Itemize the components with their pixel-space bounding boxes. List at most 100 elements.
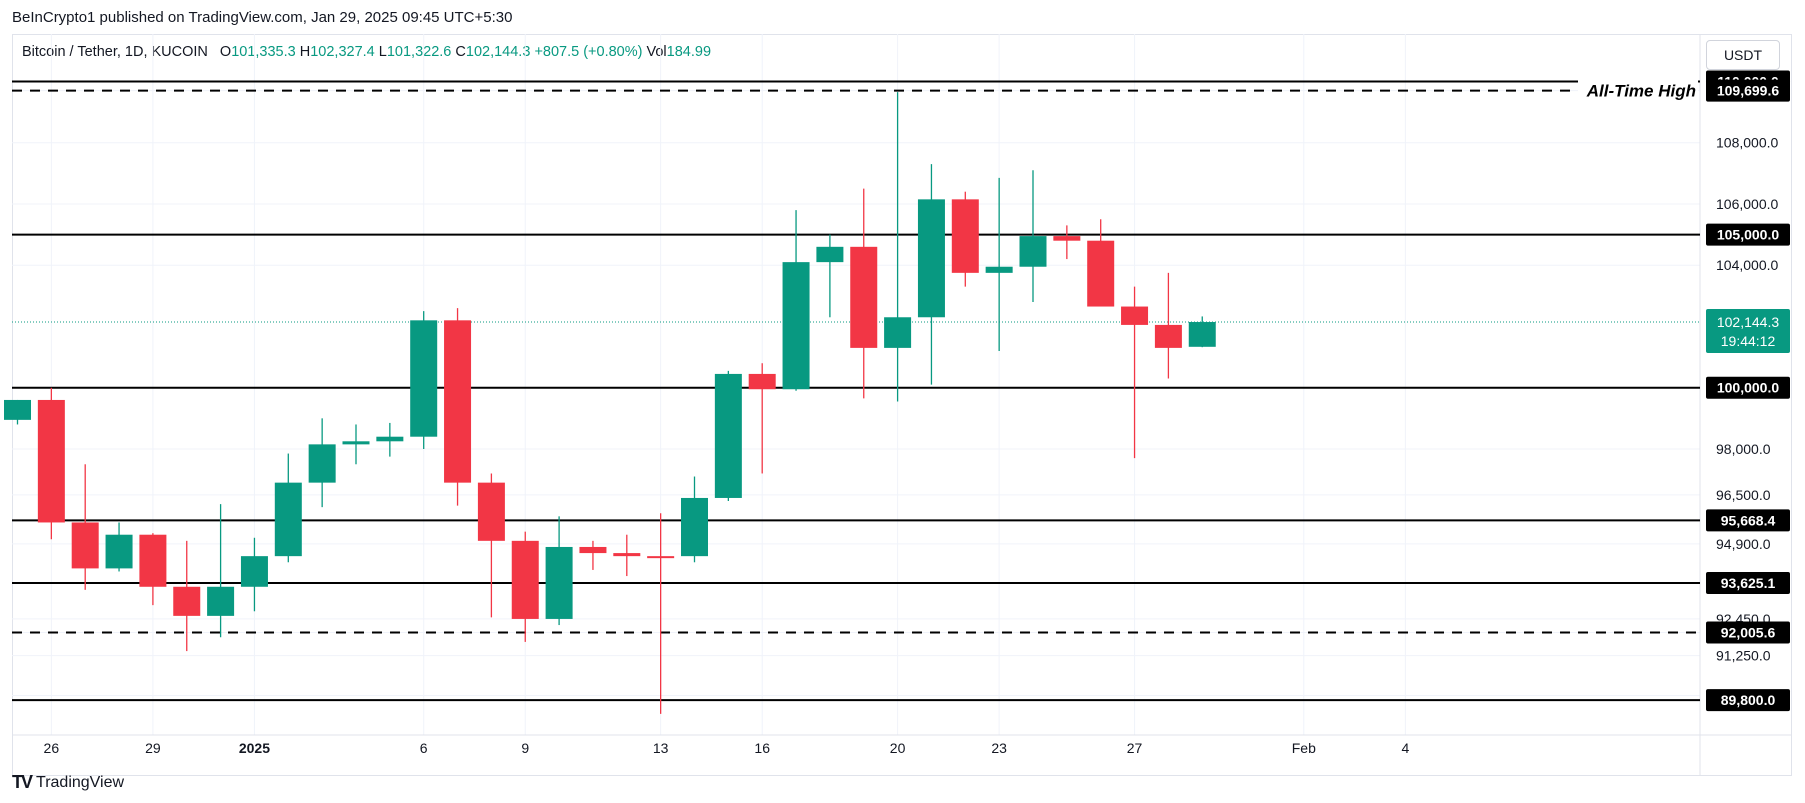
candle-body [139, 534, 167, 587]
candle-body [714, 373, 742, 498]
low-value: 101,322.6 [386, 44, 452, 60]
open-value: 101,335.3 [231, 44, 296, 60]
candle-body [884, 317, 912, 348]
countdown-label: 19:44:12 [1721, 333, 1776, 349]
candle [917, 164, 945, 385]
candle [613, 534, 641, 577]
candle-body [173, 586, 201, 616]
candle-body [342, 441, 370, 445]
candle [884, 92, 912, 402]
time-tick-label: 16 [754, 740, 770, 756]
price-tick-label: 91,250.0 [1716, 648, 1771, 664]
candle [410, 311, 438, 449]
candle [681, 476, 708, 563]
current-price-label: 102,144.3 [1717, 314, 1779, 330]
close-key: C [455, 44, 466, 60]
time-tick-label: 9 [521, 740, 529, 756]
candle-body [4, 399, 31, 420]
candle-body [917, 199, 945, 318]
price-axis: 108,000.0 106,000.0 104,000.0 98,000.0 96,50… [1578, 70, 1790, 712]
candle-body [613, 553, 641, 557]
tradingview-brand: TradingView [36, 773, 125, 791]
candle [207, 504, 235, 638]
candle [444, 308, 472, 506]
candle [308, 418, 336, 508]
candle [4, 399, 31, 425]
candle-body [37, 399, 65, 523]
price-tick-label: 104,000.0 [1716, 257, 1778, 273]
change-value: +807.5 (+0.80%) [534, 44, 643, 60]
candle-body [308, 444, 336, 483]
candle [511, 531, 539, 642]
level-price-tag [1706, 79, 1790, 102]
time-tick-label: 27 [1127, 740, 1143, 756]
time-tick-label: 20 [890, 740, 906, 756]
candle [816, 234, 844, 318]
level-price-label: 95,668.4 [1721, 512, 1776, 528]
level-price-tag [1706, 376, 1790, 399]
price-tick-label: 96,500.0 [1716, 487, 1771, 503]
candle-body [1188, 322, 1216, 347]
candle-body [1019, 236, 1047, 267]
candle [1188, 316, 1216, 348]
symbol-label[interactable]: Bitcoin / Tether, 1D, KUCOIN [22, 44, 208, 60]
candle-body [951, 199, 979, 273]
ath-annotation: All-Time High [1586, 82, 1696, 101]
candle-body [1053, 236, 1081, 241]
low-key: L [378, 44, 387, 60]
ath-annotation-bg [1578, 78, 1698, 103]
ohlc-legend: Bitcoin / Tether, 1D, KUCOIN O101,335.3 … [22, 44, 711, 60]
level-price-tag [1706, 621, 1790, 644]
level-price-tag [1706, 223, 1790, 246]
currency-button[interactable]: USDT [1706, 40, 1780, 70]
level-price-tag [1706, 509, 1790, 532]
candle-body [816, 246, 844, 263]
candle [71, 464, 99, 590]
level-price-label: 105,000.0 [1717, 227, 1779, 243]
candle-body [1121, 306, 1149, 325]
tradingview-footer[interactable]: TV TradingView [12, 772, 124, 793]
level-price-label: 92,005.6 [1721, 625, 1776, 641]
candle-body [71, 522, 99, 569]
time-tick-label: Feb [1292, 740, 1316, 756]
candle [545, 516, 573, 626]
candle [105, 522, 133, 572]
chart-grid [12, 34, 1792, 776]
high-value: 102,327.4 [310, 44, 375, 60]
price-tick-label: 108,000.0 [1716, 135, 1778, 151]
candle [477, 473, 505, 618]
close-value: 102,144.3 [465, 44, 531, 60]
candle-body [850, 246, 878, 348]
candle [1019, 170, 1047, 302]
level-price-tag [1706, 571, 1790, 594]
candle [647, 513, 675, 714]
candle [850, 188, 878, 399]
candle [1053, 225, 1081, 260]
price-tick-label: 98,000.0 [1716, 441, 1771, 457]
level-price-label: 89,800.0 [1721, 692, 1776, 708]
candle [985, 177, 1013, 351]
candle [714, 370, 742, 502]
candle [951, 191, 979, 287]
candle-body [207, 586, 235, 616]
candle [173, 540, 201, 652]
candle [139, 533, 167, 606]
volume-key: Vol [646, 44, 667, 60]
candle-body [545, 546, 573, 619]
time-tick-label: 2025 [239, 740, 270, 756]
high-key: H [299, 44, 311, 60]
level-price-label: 100,000.0 [1717, 380, 1779, 396]
time-tick-label: 13 [653, 740, 669, 756]
candle [37, 387, 65, 540]
candle [748, 363, 776, 474]
level-lines [12, 80, 1700, 702]
candle-body [748, 373, 776, 390]
open-key: O [219, 44, 232, 60]
candle-body [647, 556, 675, 559]
candle [240, 537, 268, 612]
candle [274, 453, 302, 563]
candle-body [681, 497, 708, 557]
candle-body [1154, 324, 1182, 348]
level-price-tag [1706, 689, 1790, 712]
